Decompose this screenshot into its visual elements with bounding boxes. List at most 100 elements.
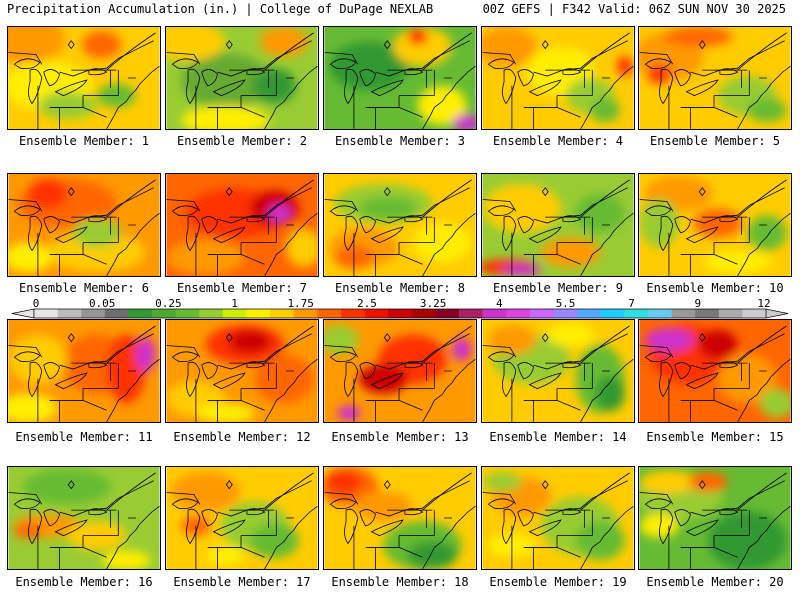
ensemble-member-caption: Ensemble Member: 15 — [646, 430, 784, 444]
map-marker-icon — [383, 333, 391, 343]
coastline — [264, 358, 318, 422]
state-lines — [668, 69, 767, 129]
coastline — [106, 358, 160, 422]
precip-field-area — [37, 91, 97, 120]
colorbar-tick-label: 3.25 — [420, 297, 447, 310]
state-lines — [37, 509, 136, 569]
great-lake-outline — [562, 68, 582, 76]
state-lines — [195, 216, 294, 276]
st-lawrence-river — [106, 325, 156, 364]
great-lake-outline — [674, 216, 691, 234]
colorbar-swatch — [506, 309, 531, 318]
great-lake-outline — [502, 361, 517, 398]
map-marker-icon — [225, 40, 233, 50]
st-lawrence-river — [737, 179, 787, 218]
st-lawrence-river — [737, 472, 787, 511]
international-border — [324, 480, 470, 517]
state-lines — [668, 509, 767, 569]
ensemble-member-map-10 — [638, 173, 792, 277]
great-lake-outline — [562, 215, 582, 223]
great-lake-outline — [28, 68, 43, 105]
great-lake-outline — [186, 215, 201, 252]
great-lake-outline — [674, 509, 691, 527]
precip-field-area — [267, 204, 292, 223]
map-marker-icon — [698, 40, 706, 50]
international-border — [8, 187, 154, 224]
colorbar-tick-label: 4 — [496, 297, 503, 310]
great-lake-outline — [28, 508, 43, 545]
st-lawrence-river — [106, 32, 156, 71]
precip-field-area — [575, 520, 625, 561]
geographic-boundaries — [482, 325, 634, 422]
state-lines — [195, 69, 294, 129]
great-lake-outline — [562, 361, 582, 369]
great-lake-outline — [344, 508, 359, 545]
ensemble-member-map-1 — [7, 26, 161, 130]
precip-field-area — [205, 545, 245, 566]
chart-title: Precipitation Accumulation (in.) | Colle… — [7, 2, 434, 16]
great-lake-outline — [212, 79, 246, 97]
colorbar-swatch — [104, 309, 129, 318]
geographic-boundaries — [166, 179, 318, 276]
state-lines — [511, 509, 610, 569]
precip-field-area — [407, 28, 428, 45]
coastline — [737, 65, 791, 129]
international-border — [639, 40, 785, 77]
great-lake-outline — [659, 361, 674, 398]
international-border — [639, 333, 785, 370]
colorbar-tick-label: 12 — [757, 297, 770, 310]
colorbar-swatch — [246, 309, 271, 318]
geographic-boundaries — [8, 32, 160, 129]
ensemble-member-map-4 — [481, 26, 635, 130]
great-lake-outline — [212, 226, 246, 244]
precip-field-area — [254, 354, 314, 404]
ensemble-member-caption: Ensemble Member: 3 — [334, 134, 466, 148]
colorbar-swatch — [317, 309, 342, 318]
colorbar-swatch — [577, 309, 602, 318]
map-marker-icon — [698, 333, 706, 343]
precip-field-area — [8, 242, 53, 273]
ensemble-member-caption: Ensemble Member: 2 — [176, 134, 308, 148]
ensemble-member-caption: Ensemble Member: 9 — [492, 281, 624, 295]
precip-field-area — [358, 196, 418, 221]
ensemble-member-caption: Ensemble Member: 7 — [176, 281, 308, 295]
great-lake-outline — [43, 509, 60, 527]
coastline — [580, 505, 634, 569]
ensemble-member-map-7 — [165, 173, 319, 277]
international-border — [8, 40, 154, 77]
coastline — [106, 505, 160, 569]
ensemble-member-caption: Ensemble Member: 11 — [15, 430, 153, 444]
geographic-boundaries — [166, 32, 318, 129]
map-marker-icon — [67, 333, 75, 343]
precip-field-area — [747, 98, 787, 123]
colorbar-swatch — [388, 309, 413, 318]
ensemble-member-map-6 — [7, 173, 161, 277]
st-lawrence-river — [264, 32, 314, 71]
great-lake-outline — [344, 215, 359, 252]
precip-field-area — [644, 327, 694, 352]
map-marker-icon — [383, 480, 391, 490]
precip-field-area — [171, 471, 241, 512]
great-lake-outline — [370, 372, 404, 390]
great-lake-outline — [246, 68, 266, 76]
colorbar-swatch — [81, 309, 106, 318]
ensemble-member-caption: Ensemble Member: 4 — [492, 134, 624, 148]
great-lake-outline — [13, 205, 41, 216]
colorbar-tick-label: 0.25 — [155, 297, 182, 310]
precip-field-area — [47, 232, 146, 273]
great-lake-outline — [329, 498, 357, 509]
great-lake-outline — [528, 372, 562, 390]
precip-field-area — [326, 469, 362, 494]
colorbar-swatch — [647, 309, 672, 318]
state-lines — [353, 509, 452, 569]
precip-field-area — [407, 541, 457, 569]
great-lake-outline — [644, 58, 672, 69]
great-lake-outline — [685, 79, 719, 97]
great-lake-outline — [359, 362, 376, 380]
great-lake-outline — [517, 509, 534, 527]
ensemble-member-caption: Ensemble Member: 1 — [18, 134, 150, 148]
precip-field-area — [759, 388, 791, 419]
great-lake-outline — [212, 372, 246, 390]
great-lake-outline — [659, 68, 674, 105]
map-marker-icon — [541, 333, 549, 343]
